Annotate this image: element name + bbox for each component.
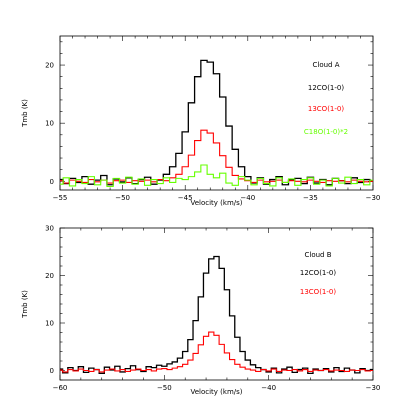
chart-title: Cloud A <box>312 61 339 69</box>
x-tick-label: −50 <box>157 384 172 392</box>
tick-labels: −60 −50 −40 −30 0 10 20 30 <box>45 225 380 393</box>
series-line-13co-1-0 <box>60 331 373 373</box>
x-axis-label: Velocity (km/s) <box>190 199 242 207</box>
y-axis-label: Tmb (K) <box>21 290 29 319</box>
y-axis-label: Tmb (K) <box>21 99 29 128</box>
x-tick-label: −30 <box>366 194 381 202</box>
x-tick-label: −55 <box>53 194 68 202</box>
legend-entry-13co: 13CO(1-0) <box>308 105 344 113</box>
y-tick-label: 20 <box>45 62 54 70</box>
series-line-13co-1-0 <box>60 129 373 184</box>
y-tick-label: 30 <box>45 225 54 233</box>
y-tick-label: 20 <box>45 272 54 280</box>
series-line-12co-1-0 <box>60 59 373 186</box>
x-tick-label: −35 <box>303 194 318 202</box>
x-tick-label: −60 <box>53 384 68 392</box>
chart-title: Cloud B <box>304 251 331 259</box>
panel-cloud-b: −60 −50 −40 −30 0 10 20 30 Velocity (km/s) Tmb … <box>21 225 380 397</box>
tick-marks <box>59 36 374 190</box>
x-tick-label: −40 <box>261 384 276 392</box>
x-axis-label: Velocity (km/s) <box>190 388 242 396</box>
x-tick-label: −40 <box>240 194 255 202</box>
legend-entry-12co: 12CO(1-0) <box>308 84 344 92</box>
plot-frame <box>59 35 374 191</box>
tick-labels: −55 −50 −45 −40 −35 −30 0 10 20 <box>45 62 380 202</box>
series-layer <box>60 255 373 374</box>
y-tick-label: 0 <box>50 367 54 375</box>
series-line-c18o-1-0-2 <box>60 164 373 188</box>
y-tick-label: 0 <box>50 178 54 186</box>
x-tick-label: −30 <box>366 384 381 392</box>
y-tick-label: 10 <box>45 320 54 328</box>
series-layer <box>60 59 373 188</box>
legend-entry-c18o: C18O(1-0)*2 <box>304 128 348 136</box>
x-tick-label: −45 <box>178 194 193 202</box>
x-tick-label: −50 <box>115 194 130 202</box>
legend-entry-13co: 13CO(1-0) <box>300 288 336 296</box>
y-tick-label: 10 <box>45 120 54 128</box>
legend-entry-12co: 12CO(1-0) <box>300 269 336 277</box>
